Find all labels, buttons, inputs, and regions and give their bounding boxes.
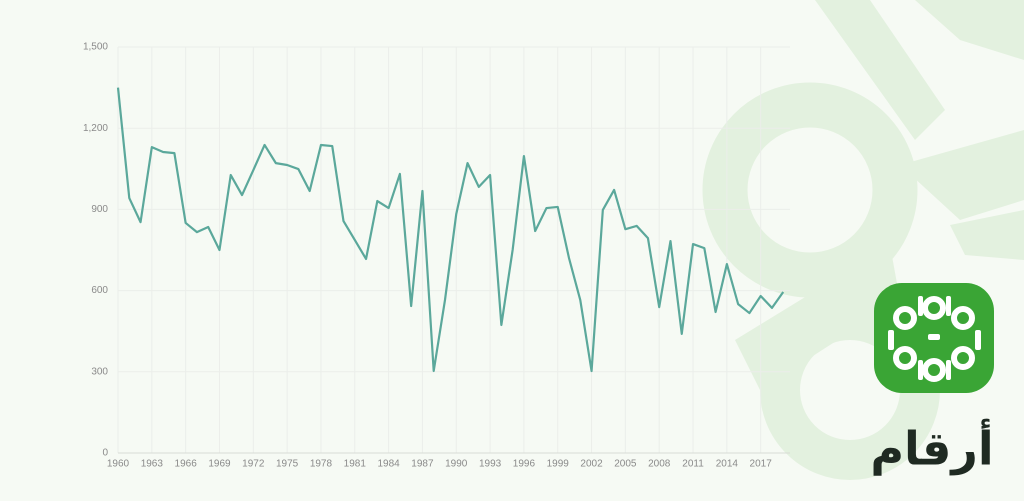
x-tick-label: 2011 xyxy=(682,459,704,470)
x-tick-label: 1984 xyxy=(377,459,400,470)
y-tick-label: 600 xyxy=(91,285,108,296)
x-tick-label: 1978 xyxy=(310,459,333,470)
x-tick-label: 1960 xyxy=(107,459,130,470)
y-tick-label: 300 xyxy=(91,366,108,377)
brand-name: أرقام xyxy=(870,419,993,476)
x-tick-label: 1981 xyxy=(344,459,367,470)
y-tick-label: 0 xyxy=(102,448,108,459)
x-tick-label: 2008 xyxy=(648,459,671,470)
x-tick-label: 1987 xyxy=(411,459,434,470)
y-tick-label: 1,500 xyxy=(83,42,108,53)
x-tick-label: 1990 xyxy=(445,459,468,470)
x-tick-label: 2005 xyxy=(614,459,637,470)
x-tick-label: 1972 xyxy=(242,459,265,470)
y-tick-label: 900 xyxy=(91,204,108,215)
x-tick-label: 1969 xyxy=(208,459,231,470)
x-tick-label: 1993 xyxy=(479,459,502,470)
x-tick-label: 1963 xyxy=(141,459,164,470)
decoration xyxy=(702,0,1024,480)
y-tick-label: 1,200 xyxy=(83,123,108,134)
data-line xyxy=(116,87,785,373)
x-tick-label: 1999 xyxy=(547,459,570,470)
x-tick-label: 2017 xyxy=(750,459,773,470)
x-tick-label: 1966 xyxy=(175,459,198,470)
x-tick-label: 2002 xyxy=(580,459,603,470)
x-tick-label: 1975 xyxy=(276,459,299,470)
x-tick-label: 1996 xyxy=(513,459,536,470)
x-tick-label: 2014 xyxy=(716,459,739,470)
logo-mark xyxy=(874,283,994,393)
